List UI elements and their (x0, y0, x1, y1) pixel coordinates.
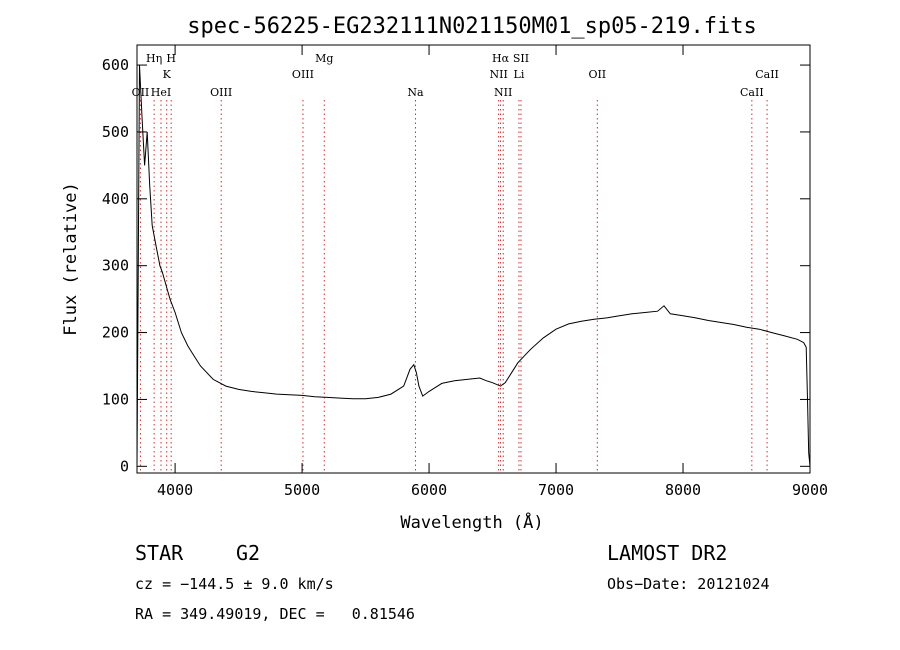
spectral-line-label: OII (588, 68, 606, 81)
x-tick-label: 8000 (665, 481, 701, 499)
plot-frame (136, 44, 811, 474)
class-label: STAR (135, 541, 184, 565)
spectral-line-label: HeI (151, 86, 171, 99)
chart-title: spec-56225-EG232111N021150M01_sp05-219.f… (187, 14, 757, 39)
redshift-label: cz = −144.5 ± 9.0 km/s (135, 575, 334, 593)
x-tick-label: 4000 (157, 481, 193, 499)
axis-ticks: 4000 5000 6000 7000 8000 9000 0 100 200 300 400 500… (102, 45, 828, 499)
subclass-label: G2 (236, 541, 261, 565)
spectral-line-label: Li (514, 68, 525, 81)
x-axis-label: Wavelength (Å) (400, 511, 543, 533)
spectral-line-label: OIII (210, 86, 232, 99)
spectral-line-label: Hα (492, 52, 510, 65)
spectral-line-label: H (166, 52, 176, 65)
y-axis-label: Flux (relative) (61, 182, 81, 336)
survey-label: LAMOST DR2 (607, 541, 728, 565)
spectral-line-label: Na (407, 86, 424, 99)
y-tick-label: 0 (120, 457, 129, 475)
spectral-line-label: K (163, 68, 172, 81)
coords-label: RA = 349.49019, DEC = 0.81546 (135, 605, 415, 623)
y-tick-label: 400 (102, 190, 129, 208)
y-tick-label: 200 (102, 324, 129, 342)
spectrum-line (136, 65, 811, 467)
spectral-line-label: CaII (755, 68, 779, 81)
x-tick-label: 6000 (411, 481, 447, 499)
spectral-line-label: OIII (292, 68, 314, 81)
spectral-line-label: NII (494, 86, 512, 99)
x-tick-label: 7000 (538, 481, 574, 499)
spectral-line-label: Mg (315, 52, 333, 65)
x-tick-label: 5000 (284, 481, 320, 499)
y-tick-label: 100 (102, 390, 129, 408)
spectral-line-label: SII (513, 52, 529, 65)
y-tick-label: 300 (102, 257, 129, 275)
obs-date-label: Obs−Date: 20121024 (607, 575, 770, 593)
spectral-line-label: NII (489, 68, 507, 81)
spectral-line-label: Hη (146, 52, 162, 65)
spectral-line-label: CaII (740, 86, 764, 99)
y-tick-label: 600 (102, 56, 129, 74)
y-tick-label: 500 (102, 123, 129, 141)
x-tick-label: 9000 (792, 481, 828, 499)
